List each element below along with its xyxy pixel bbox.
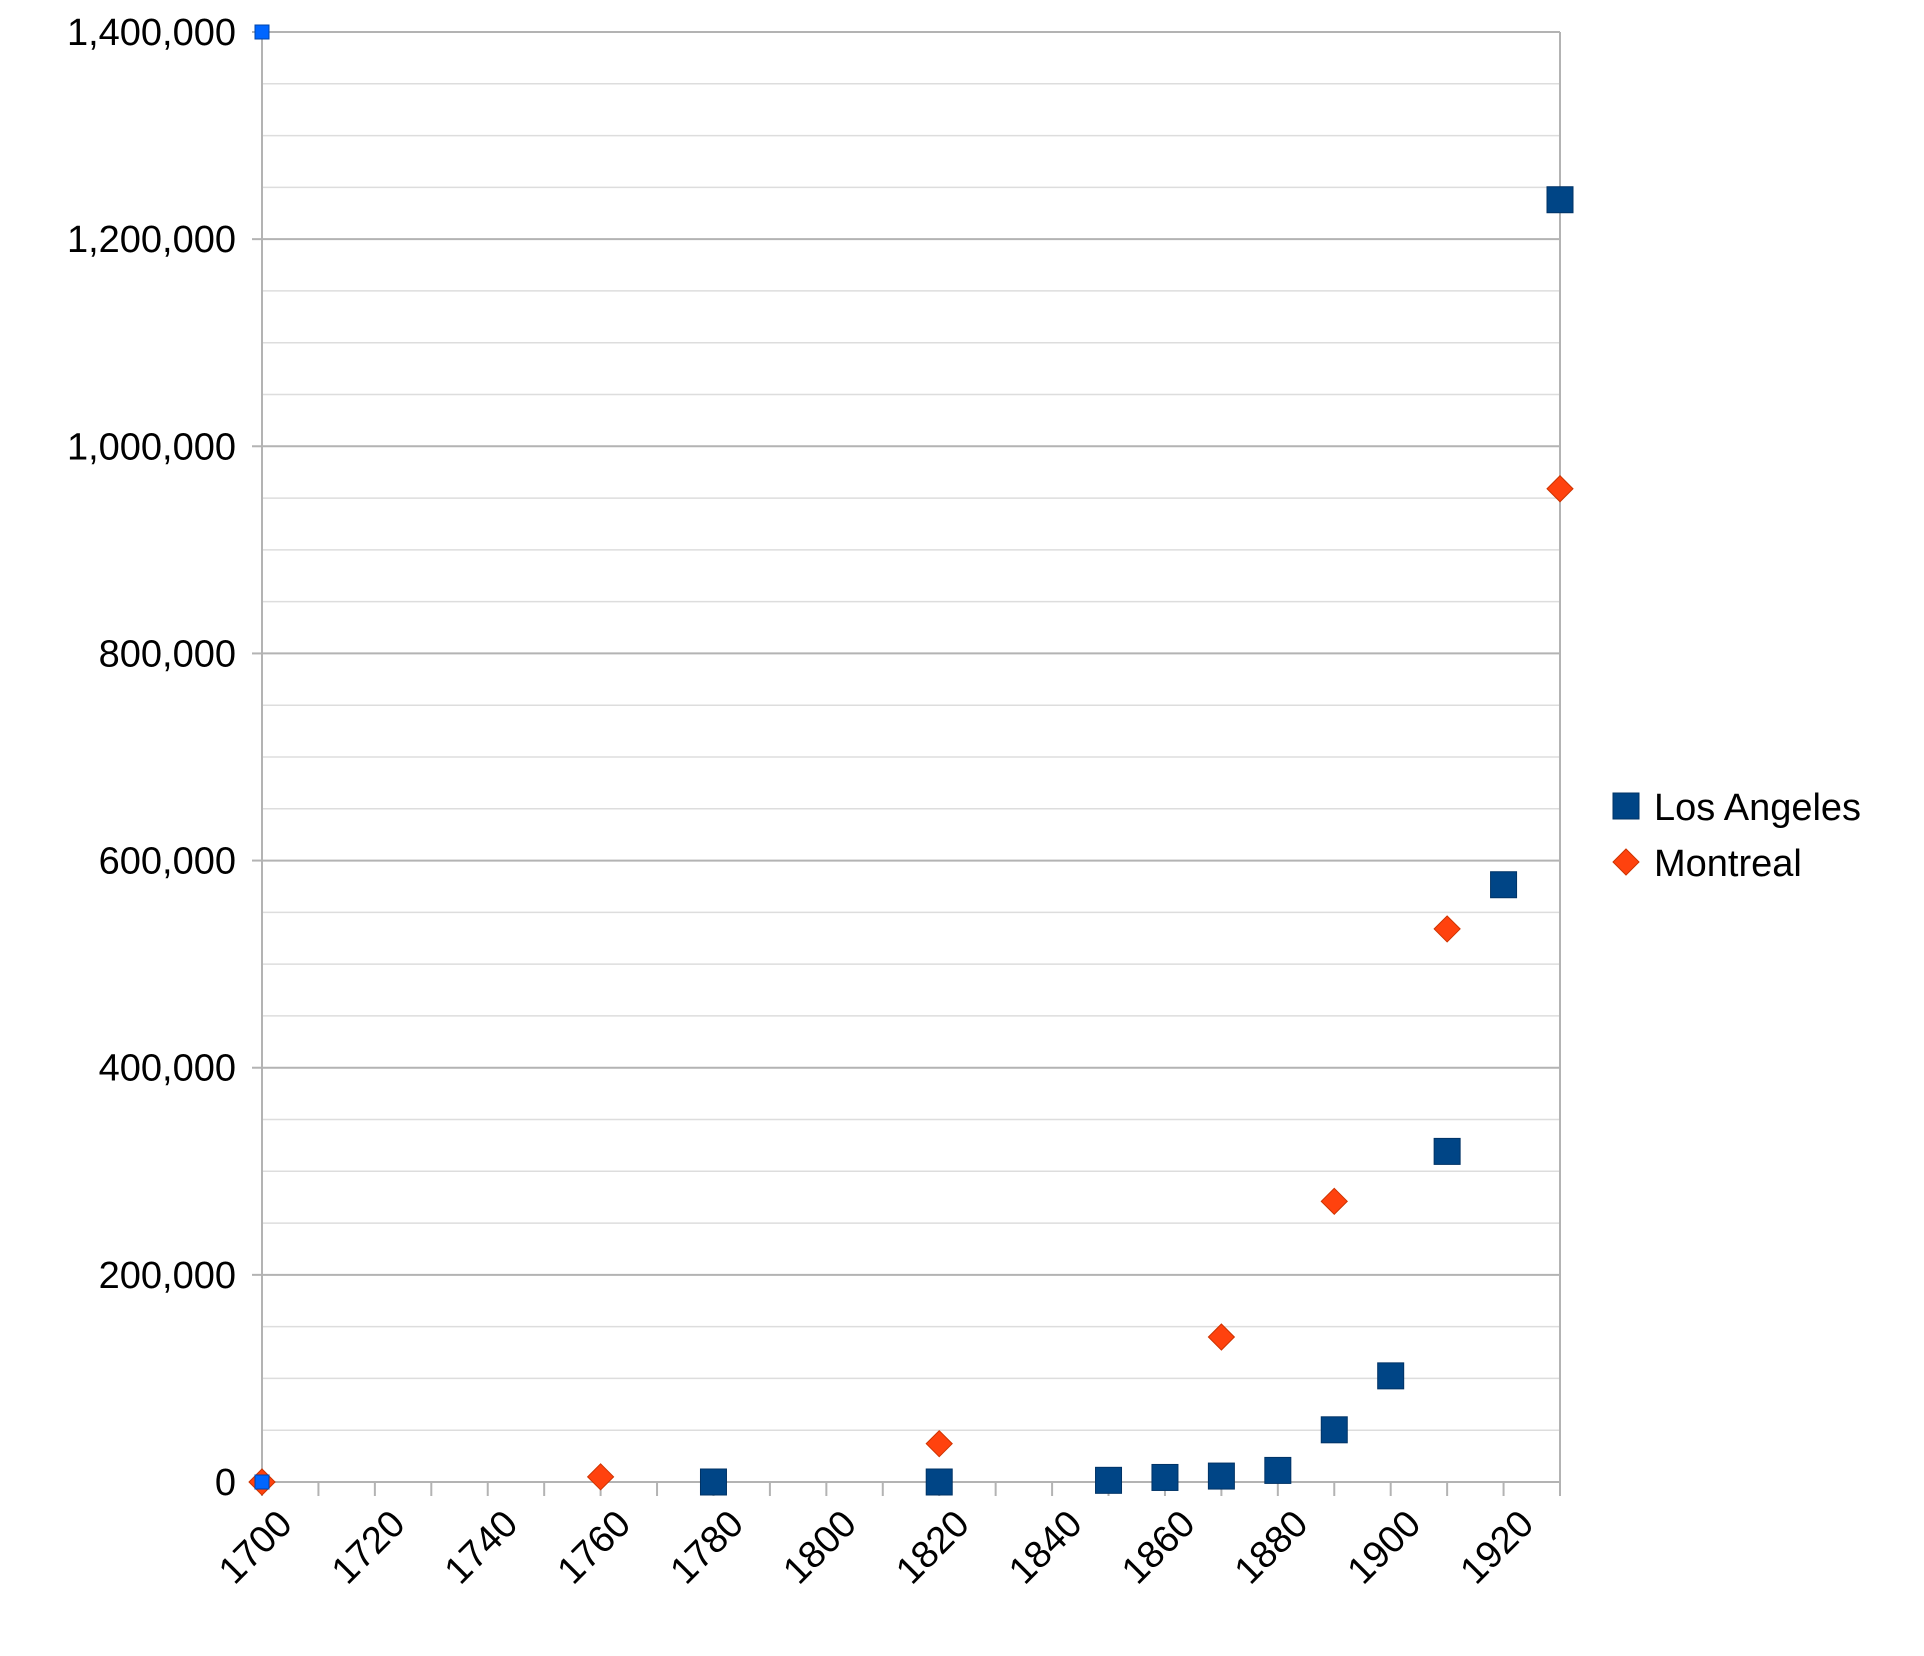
small-square-mark xyxy=(254,1474,270,1490)
y-tick-label: 200,000 xyxy=(99,1255,236,1297)
legend-los-angeles-label: Los Angeles xyxy=(1654,787,1861,829)
los-angeles-point xyxy=(1151,1463,1179,1491)
montreal-point xyxy=(1546,475,1574,503)
x-tick-label: 1920 xyxy=(1453,1503,1542,1592)
legend-montreal-swatch xyxy=(1612,848,1640,876)
los-angeles-point xyxy=(1377,1362,1405,1390)
montreal-point xyxy=(1207,1323,1236,1351)
montreal-point xyxy=(1320,1187,1348,1216)
x-tick-label: 1840 xyxy=(1001,1503,1090,1592)
los-angeles-point xyxy=(1320,1416,1348,1444)
x-tick-label: 1760 xyxy=(550,1503,639,1592)
los-angeles-point xyxy=(699,1468,727,1496)
small-square-mark xyxy=(254,24,270,40)
los-angeles-point xyxy=(1433,1137,1461,1165)
los-angeles-point xyxy=(1207,1462,1235,1490)
los-angeles-point xyxy=(1095,1466,1123,1494)
los-angeles-point xyxy=(1264,1456,1292,1484)
tick-label-layer: 0 200,000 400,000 600,000 800,000 1,000,000 1,… xyxy=(67,12,1542,1592)
y-tick-label: 1,400,000 xyxy=(67,12,236,54)
los-angeles-point xyxy=(1490,871,1518,899)
marks-layer xyxy=(248,24,1574,1496)
y-tick-label: 1,000,000 xyxy=(67,426,236,468)
x-tick-label: 1800 xyxy=(775,1503,864,1592)
x-tick-label: 1860 xyxy=(1114,1503,1203,1592)
y-tick-label: 1,200,000 xyxy=(67,219,236,261)
legend-los-angeles-swatch xyxy=(1612,792,1640,820)
los-angeles-point xyxy=(1546,186,1574,214)
y-tick-label: 600,000 xyxy=(99,841,236,883)
y-tick-label: 0 xyxy=(215,1462,236,1504)
montreal-point xyxy=(925,1429,953,1458)
x-tick-label: 1880 xyxy=(1227,1503,1316,1592)
los-angeles-point xyxy=(925,1468,953,1496)
x-tick-label: 1720 xyxy=(324,1503,413,1592)
grid-layer xyxy=(262,31,1560,1483)
x-tick-label: 1820 xyxy=(888,1503,977,1592)
x-tick-label: 1740 xyxy=(437,1503,526,1592)
x-tick-label: 1700 xyxy=(211,1503,300,1592)
y-tick-label: 400,000 xyxy=(99,1048,236,1090)
x-tick-label: 1780 xyxy=(663,1503,752,1592)
legend-montreal-label: Montreal xyxy=(1654,843,1802,885)
montreal-point xyxy=(1433,915,1461,943)
x-tick-label: 1900 xyxy=(1340,1503,1429,1592)
montreal-point xyxy=(586,1463,615,1491)
axis-layer xyxy=(252,31,1561,1496)
y-tick-label: 800,000 xyxy=(99,633,236,675)
legend: Los Angeles Montreal xyxy=(1612,787,1861,885)
